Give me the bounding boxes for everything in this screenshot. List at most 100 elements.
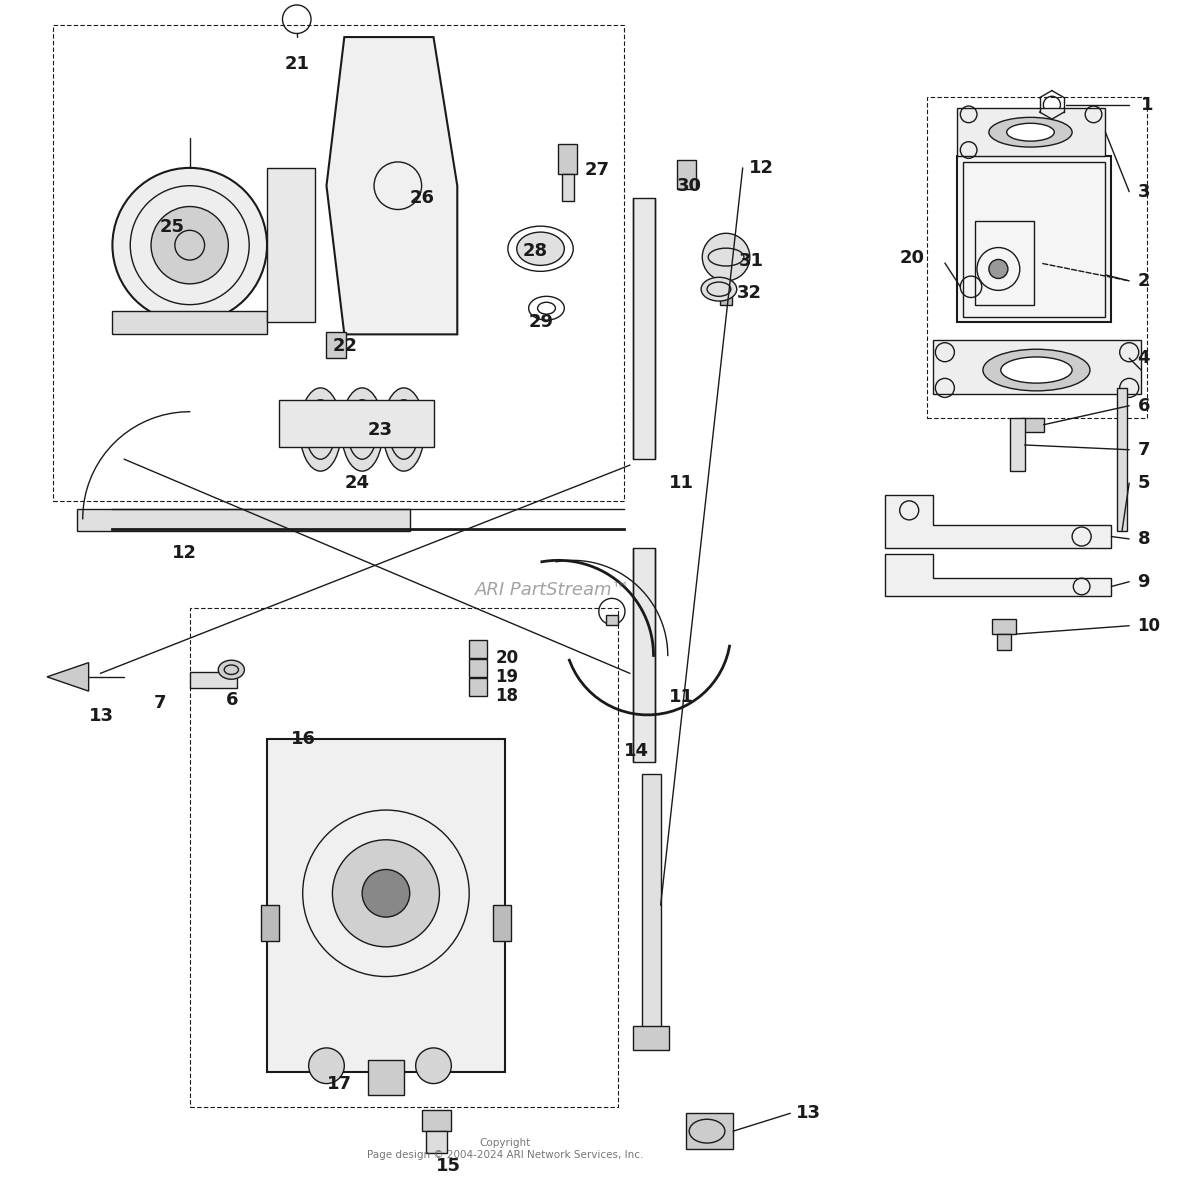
Text: 4: 4 xyxy=(1138,349,1150,367)
Bar xyxy=(562,174,574,201)
Text: 20: 20 xyxy=(496,648,518,666)
Polygon shape xyxy=(932,341,1141,393)
Bar xyxy=(974,222,1034,305)
Bar xyxy=(326,333,346,358)
Text: 17: 17 xyxy=(326,1074,352,1093)
Text: 19: 19 xyxy=(496,668,518,685)
Text: 5: 5 xyxy=(1138,474,1150,492)
Circle shape xyxy=(415,1048,451,1084)
Polygon shape xyxy=(886,495,1111,548)
Ellipse shape xyxy=(113,168,268,323)
Text: 27: 27 xyxy=(584,161,610,179)
Circle shape xyxy=(332,840,439,946)
Ellipse shape xyxy=(702,234,750,281)
Bar xyxy=(1117,387,1127,530)
Text: 7: 7 xyxy=(1138,441,1150,459)
Bar xyxy=(634,548,655,763)
Text: 13: 13 xyxy=(89,707,114,725)
Bar xyxy=(77,509,409,530)
Text: 18: 18 xyxy=(496,687,518,704)
Bar xyxy=(962,162,1105,317)
Text: 2: 2 xyxy=(1138,272,1150,290)
Ellipse shape xyxy=(341,387,383,471)
Text: 32: 32 xyxy=(737,284,762,302)
Bar xyxy=(642,775,661,1036)
Ellipse shape xyxy=(383,387,425,471)
Polygon shape xyxy=(886,554,1111,596)
Bar xyxy=(268,739,505,1072)
Text: 7: 7 xyxy=(154,694,167,712)
Bar xyxy=(469,678,487,696)
Text: 11: 11 xyxy=(668,474,694,492)
Bar xyxy=(558,144,577,174)
Polygon shape xyxy=(956,108,1105,156)
Text: 20: 20 xyxy=(900,249,925,267)
Bar xyxy=(928,97,1147,417)
Text: 16: 16 xyxy=(290,730,316,747)
Text: 13: 13 xyxy=(797,1104,821,1123)
Text: 14: 14 xyxy=(624,741,649,759)
Text: 24: 24 xyxy=(344,474,370,492)
Bar xyxy=(997,634,1012,650)
Ellipse shape xyxy=(989,117,1072,147)
Text: 3: 3 xyxy=(1138,182,1150,200)
Bar xyxy=(956,156,1111,323)
Bar xyxy=(262,905,278,940)
Bar xyxy=(113,311,268,335)
Polygon shape xyxy=(47,663,89,691)
Text: 31: 31 xyxy=(739,252,764,269)
Text: 21: 21 xyxy=(284,55,310,73)
Text: 8: 8 xyxy=(1138,530,1150,548)
Ellipse shape xyxy=(218,660,245,679)
Ellipse shape xyxy=(1007,123,1055,141)
Bar xyxy=(677,160,696,190)
Polygon shape xyxy=(326,37,457,335)
Ellipse shape xyxy=(983,349,1090,391)
Text: 22: 22 xyxy=(332,337,358,355)
Ellipse shape xyxy=(1001,356,1072,383)
Ellipse shape xyxy=(701,278,737,302)
Bar xyxy=(190,672,238,688)
Bar xyxy=(634,1026,668,1050)
Bar xyxy=(268,168,314,323)
Text: 30: 30 xyxy=(677,176,702,194)
Text: 11: 11 xyxy=(668,688,694,706)
Text: 6: 6 xyxy=(226,691,238,709)
Text: 26: 26 xyxy=(409,188,434,206)
Circle shape xyxy=(308,1048,344,1084)
Circle shape xyxy=(989,260,1008,279)
Text: Copyright
Page design © 2004-2024 ARI Network Services, Inc.: Copyright Page design © 2004-2024 ARI Ne… xyxy=(367,1138,643,1160)
Text: 12: 12 xyxy=(749,159,774,176)
Text: 28: 28 xyxy=(523,242,548,260)
Ellipse shape xyxy=(517,232,564,266)
Text: 9: 9 xyxy=(1138,572,1150,591)
Bar xyxy=(606,615,618,625)
Ellipse shape xyxy=(151,206,228,284)
Text: 10: 10 xyxy=(1138,616,1160,634)
Bar xyxy=(278,399,433,447)
Bar xyxy=(634,198,655,459)
Bar xyxy=(1022,417,1044,432)
Text: 23: 23 xyxy=(368,421,394,439)
Text: 12: 12 xyxy=(172,544,197,561)
Bar xyxy=(720,281,732,305)
Text: 6: 6 xyxy=(1138,397,1150,415)
Bar xyxy=(469,640,487,658)
Bar xyxy=(469,659,487,677)
Polygon shape xyxy=(685,1113,733,1149)
Text: 1: 1 xyxy=(1141,95,1153,114)
Text: 29: 29 xyxy=(529,313,553,331)
Bar xyxy=(53,25,624,501)
Bar xyxy=(426,1131,446,1153)
Bar xyxy=(190,608,618,1107)
Bar xyxy=(493,905,511,940)
Text: ARI PartStream™: ARI PartStream™ xyxy=(475,581,630,600)
Bar xyxy=(421,1110,451,1131)
Bar xyxy=(368,1060,403,1095)
Text: 15: 15 xyxy=(436,1157,461,1175)
Circle shape xyxy=(362,869,409,917)
Bar xyxy=(1010,417,1025,471)
Bar xyxy=(992,619,1016,634)
Text: 25: 25 xyxy=(160,218,185,236)
Ellipse shape xyxy=(300,387,341,471)
